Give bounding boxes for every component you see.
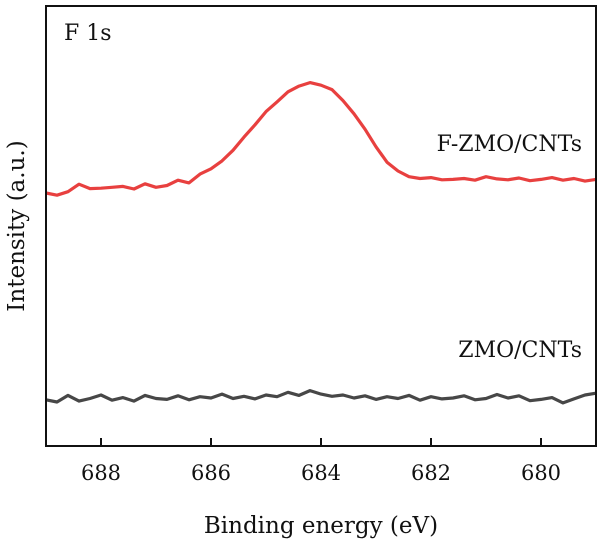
x-axis-ticks: 688 686 684 682 680	[81, 438, 561, 485]
series-line-2	[45, 389, 597, 405]
series-labels: F-ZMO/CNTs ZMO/CNTs	[437, 132, 582, 363]
series-layer	[45, 80, 597, 405]
x-tick-label: 682	[411, 461, 451, 485]
x-tick-label: 688	[81, 461, 121, 485]
x-tick-label: 686	[191, 461, 231, 485]
series-line-1	[45, 80, 597, 197]
plot-frame	[45, 5, 597, 447]
series-label-2: ZMO/CNTs	[458, 338, 582, 363]
panel-label: F 1s	[64, 21, 112, 46]
y-axis-title: Intensity (a.u.)	[4, 140, 30, 311]
x-tick-label: 680	[521, 461, 561, 485]
x-axis-title: Binding energy (eV)	[204, 513, 438, 539]
series-label-1: F-ZMO/CNTs	[437, 132, 582, 157]
x-tick-label: 684	[301, 461, 341, 485]
